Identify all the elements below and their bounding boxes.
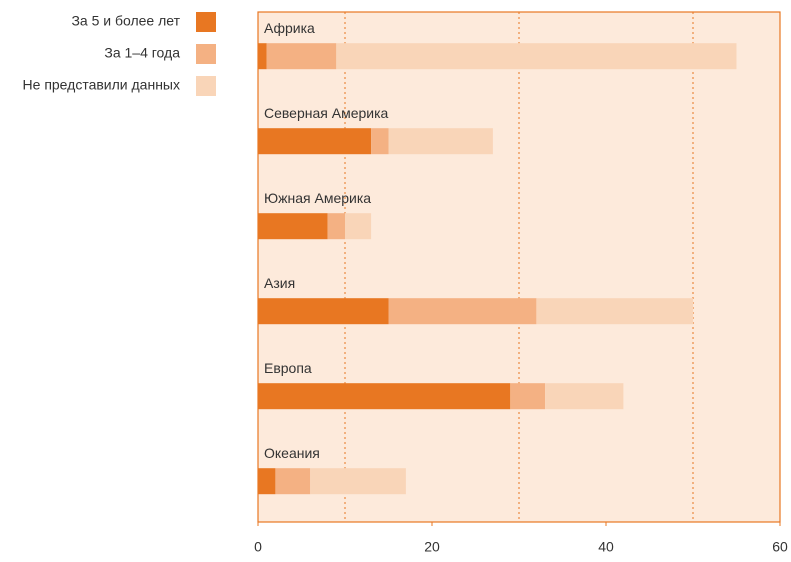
bar-segment <box>388 128 493 155</box>
legend-swatch <box>196 76 216 96</box>
legend-label: За 5 и более лет <box>71 13 180 29</box>
bar-segment <box>510 383 546 410</box>
bar-segment <box>258 213 328 240</box>
bar-segment <box>258 128 372 155</box>
category-label: Южная Америка <box>264 190 371 206</box>
bar-segment <box>258 43 267 70</box>
x-tick-label: 60 <box>772 539 788 555</box>
legend-swatch <box>196 12 216 32</box>
category-label: Африка <box>264 20 315 36</box>
legend-swatch <box>196 44 216 64</box>
plot-frame <box>257 11 781 523</box>
bar-segment <box>266 43 337 70</box>
category-label: Азия <box>264 275 295 291</box>
bar-segment <box>345 213 372 240</box>
bar-segment <box>275 468 311 495</box>
bar-segment <box>327 213 345 240</box>
category-label: Океания <box>264 445 320 461</box>
category-label: Европа <box>264 360 312 376</box>
bar-segment <box>545 383 624 410</box>
category-label: Северная Америка <box>264 105 389 121</box>
bar-segment <box>536 298 693 325</box>
x-tick-label: 0 <box>254 539 262 555</box>
legend-label: За 1–4 года <box>104 45 180 61</box>
bar-segment <box>258 468 276 495</box>
x-tick-label: 20 <box>424 539 440 555</box>
x-tick-label: 40 <box>598 539 614 555</box>
bar-segment <box>336 43 737 70</box>
bar-segment <box>388 298 537 325</box>
bar-segment <box>310 468 406 495</box>
bar-segment <box>371 128 389 155</box>
bar-segment <box>258 298 389 325</box>
bar-segment <box>258 383 511 410</box>
legend-label: Не представили данных <box>23 77 180 93</box>
